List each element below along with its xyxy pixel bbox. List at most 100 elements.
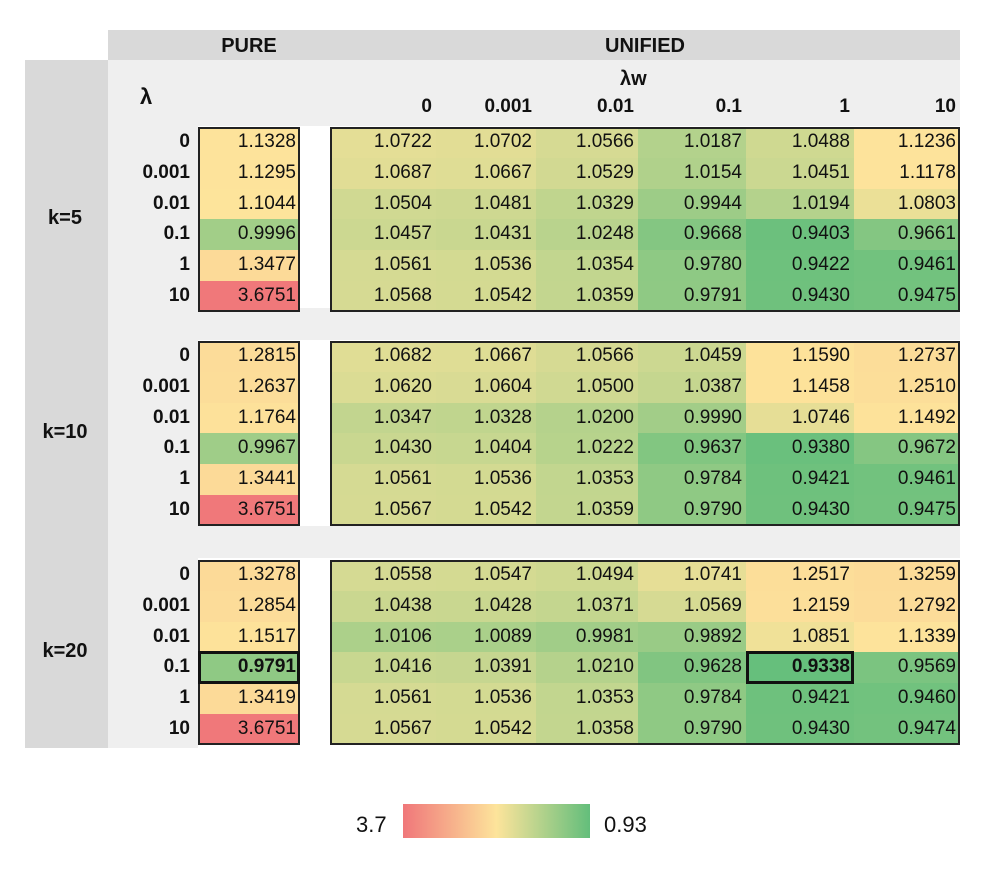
unified-cell: 1.0529 xyxy=(536,157,638,189)
unified-cell: 0.9990 xyxy=(638,402,746,434)
pure-frame xyxy=(198,341,300,526)
unified-cell: 1.0504 xyxy=(330,188,436,220)
unified-cell: 1.0741 xyxy=(638,560,746,591)
unified-cell: 0.9791 xyxy=(638,281,746,312)
unified-cell: 0.9668 xyxy=(638,219,746,251)
lambda-label: 1 xyxy=(179,687,190,709)
pure-cell: 1.3419 xyxy=(198,683,300,714)
pure-cell: 1.3477 xyxy=(198,250,300,281)
unified-cell: 1.0561 xyxy=(330,464,436,495)
unified-cell: 1.0803 xyxy=(854,188,960,220)
unified-cell: 1.0457 xyxy=(330,219,436,251)
unified-frame xyxy=(330,560,960,745)
unified-cell: 1.2510 xyxy=(854,371,960,403)
unified-cell: 0.9430 xyxy=(746,714,854,745)
unified-cell: 0.9475 xyxy=(854,495,960,526)
unified-cell: 1.1178 xyxy=(854,157,960,189)
unified-cell: 1.0536 xyxy=(436,250,536,281)
pure-cell: 1.1517 xyxy=(198,621,300,653)
unified-cell: 0.9475 xyxy=(854,281,960,312)
unified-cell: 1.0428 xyxy=(436,590,536,622)
unified-cell: 1.1458 xyxy=(746,371,854,403)
lambda-w-header: λw xyxy=(620,68,647,90)
k-label-0: k=5 xyxy=(48,207,82,230)
unified-cell: 1.0567 xyxy=(330,495,436,526)
lambda-label: 0.1 xyxy=(163,223,190,245)
unified-cell: 0.9421 xyxy=(746,683,854,714)
lambda-header: λ xyxy=(140,84,153,109)
unified-cell: 0.9661 xyxy=(854,219,960,251)
unified-cell: 0.9981 xyxy=(536,621,638,653)
unified-cell: 0.9460 xyxy=(854,683,960,714)
lambda-label: 0 xyxy=(179,131,190,152)
unified-cell: 1.0328 xyxy=(436,402,536,434)
unified-cell: 1.0187 xyxy=(638,127,746,158)
unified-cell: 1.0682 xyxy=(330,341,436,372)
lambda-label: 10 xyxy=(168,718,190,739)
unified-cell: 0.9784 xyxy=(638,464,746,495)
lambda-label: 0.001 xyxy=(142,594,190,616)
pure-frame xyxy=(198,127,300,312)
unified-cell: 1.0359 xyxy=(536,281,638,312)
lambda-label: 1 xyxy=(179,254,190,276)
unified-cell: 1.0722 xyxy=(330,127,436,158)
unified-cell: 1.2792 xyxy=(854,590,960,622)
pure-cell: 1.2854 xyxy=(198,590,300,622)
unified-cell: 1.0200 xyxy=(536,402,638,434)
lambda-label: 10 xyxy=(168,285,190,306)
unified-cell: 1.3259 xyxy=(854,560,960,591)
unified-cell: 0.9422 xyxy=(746,250,854,281)
unified-cell: 0.9892 xyxy=(638,621,746,653)
unified-cell: 1.0391 xyxy=(436,652,536,684)
unified-cell: 1.0347 xyxy=(330,402,436,434)
unified-cell: 1.0569 xyxy=(638,590,746,622)
unified-cell: 1.0222 xyxy=(536,433,638,465)
lambda-label: 0.01 xyxy=(153,406,190,428)
unified-cell: 1.0494 xyxy=(536,560,638,591)
unified-cell: 1.0604 xyxy=(436,371,536,403)
unified-cell: 0.9338 xyxy=(746,652,854,684)
lambda-w-header-4: 1 xyxy=(839,96,850,117)
lambda-label: 0.01 xyxy=(153,192,190,214)
unified-cell: 1.2159 xyxy=(746,590,854,622)
unified-cell: 1.0542 xyxy=(436,281,536,312)
unified-cell: 1.0568 xyxy=(330,281,436,312)
unified-cell: 1.0248 xyxy=(536,219,638,251)
legend-color-bar xyxy=(403,804,590,838)
lambda-w-header-1: 0.001 xyxy=(484,96,532,117)
subheader-fill xyxy=(198,60,960,126)
unified-cell: 0.9403 xyxy=(746,219,854,251)
k-label-2: k=20 xyxy=(42,640,88,663)
legend-high-label: 3.7 xyxy=(356,812,387,837)
pure-cell: 1.3441 xyxy=(198,464,300,495)
unified-cell: 0.9790 xyxy=(638,495,746,526)
unified-cell: 0.9784 xyxy=(638,683,746,714)
unified-cell: 0.9637 xyxy=(638,433,746,465)
lambda-label: 0.1 xyxy=(163,656,190,678)
unified-cell: 1.0431 xyxy=(436,219,536,251)
unified-cell: 0.9790 xyxy=(638,714,746,745)
unified-cell: 1.0488 xyxy=(746,127,854,158)
k-band xyxy=(25,60,108,748)
unified-cell: 1.0561 xyxy=(330,683,436,714)
unified-cell: 1.0359 xyxy=(536,495,638,526)
unified-cell: 1.0430 xyxy=(330,433,436,465)
unified-cell: 1.0329 xyxy=(536,188,638,220)
unified-cell: 1.0438 xyxy=(330,590,436,622)
best-value-highlight xyxy=(198,651,300,685)
unified-cell: 1.0536 xyxy=(436,683,536,714)
unified-cell: 1.0702 xyxy=(436,127,536,158)
pure-cell: 1.3278 xyxy=(198,560,300,591)
unified-cell: 1.0667 xyxy=(436,341,536,372)
unified-cell: 1.0567 xyxy=(330,714,436,745)
unified-cell: 1.0387 xyxy=(638,371,746,403)
pure-cell: 0.9967 xyxy=(198,433,300,465)
unified-cell: 1.0106 xyxy=(330,621,436,653)
unified-cell: 0.9672 xyxy=(854,433,960,465)
unified-cell: 1.0194 xyxy=(746,188,854,220)
unified-cell: 1.0558 xyxy=(330,560,436,591)
unified-cell: 0.9461 xyxy=(854,464,960,495)
pure-cell: 3.6751 xyxy=(198,714,300,745)
unified-cell: 1.0451 xyxy=(746,157,854,189)
lambda-label: 0.01 xyxy=(153,625,190,647)
